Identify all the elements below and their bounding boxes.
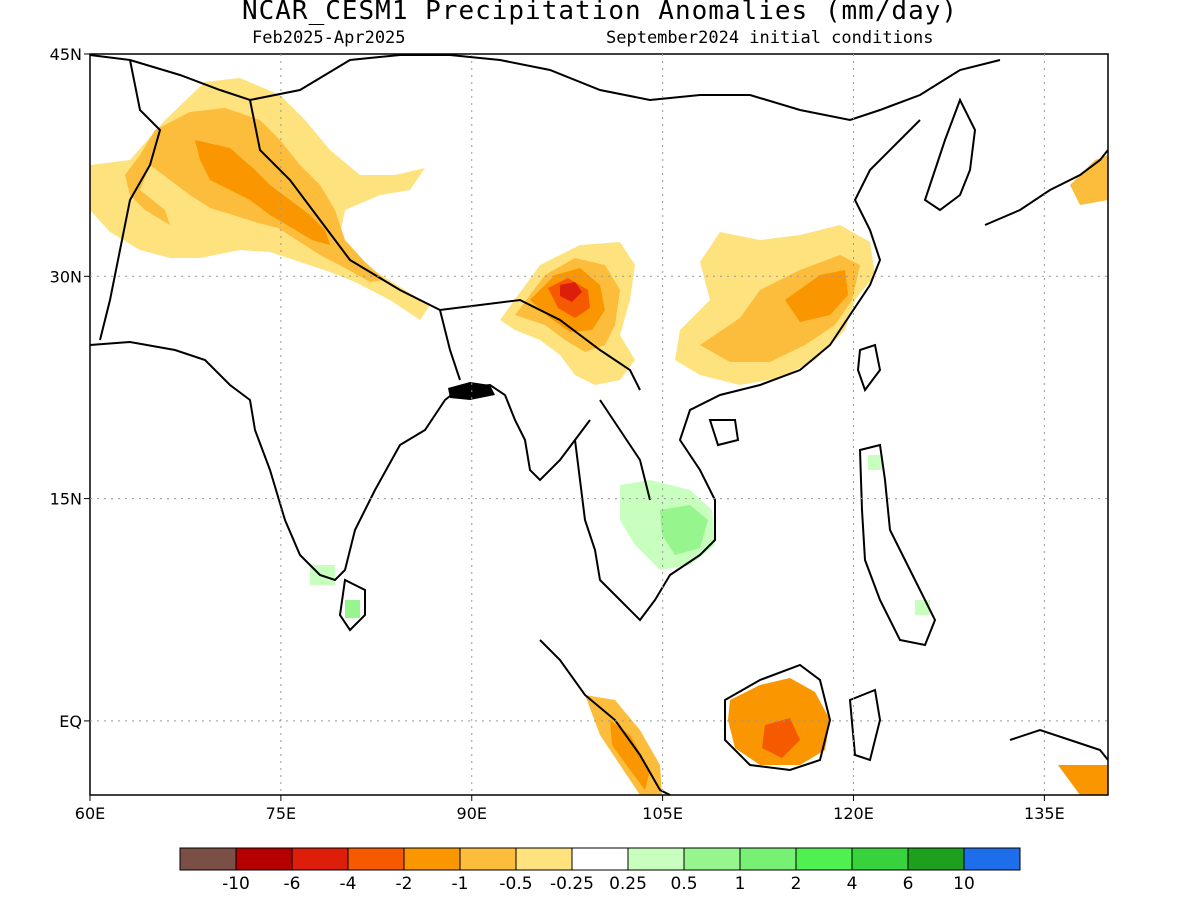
colorbar-swatch	[851, 847, 909, 871]
colorbar-label: -10	[222, 874, 250, 894]
lat-tick-label: 30N	[50, 267, 82, 286]
colorbar-swatch	[235, 847, 293, 871]
dry-area-china-dark	[785, 270, 848, 322]
map-frame	[89, 53, 1109, 796]
lon-tick-label: 135E	[1024, 804, 1065, 823]
colorbar-swatch	[907, 847, 965, 871]
lon-tick-label: 105E	[642, 804, 683, 823]
colorbar-swatch	[403, 847, 461, 871]
coastlines	[89, 54, 1109, 796]
dry-area-japan	[1070, 155, 1108, 205]
lon-tick-label: 60E	[75, 804, 105, 823]
colorbar-label: 10	[953, 874, 975, 894]
colorbar-label: -2	[396, 874, 413, 894]
lon-tick-label: 120E	[833, 804, 874, 823]
colorbar-label: 1	[735, 874, 746, 894]
axis-ticks: 60E 75E 90E 105E 120E 135E 45N 30N 15N EQ	[50, 45, 1065, 823]
colorbar-swatch	[515, 847, 573, 871]
lon-tick-label: 75E	[266, 804, 296, 823]
colorbar-swatch	[739, 847, 797, 871]
colorbar-swatch	[963, 847, 1021, 871]
colorbar-label: -6	[284, 874, 301, 894]
wet-area-sri-lanka	[345, 600, 360, 618]
colorbar-label: 0.25	[609, 874, 647, 894]
wet-area-cambodia	[660, 505, 708, 555]
initial-conditions: September2024 initial conditions	[606, 28, 934, 48]
lon-tick-label: 90E	[457, 804, 487, 823]
colorbar: -10 -6 -4 -2 -1 -0.5 -0.25 0.25 0.5 1 2 4 6 10	[179, 847, 1021, 894]
colorbar-swatch	[291, 847, 349, 871]
colorbar-label: -0.5	[499, 874, 532, 894]
dry-area-sumatra-core	[610, 720, 650, 790]
anomaly-shading	[90, 78, 1108, 795]
colorbar-swatch	[627, 847, 685, 871]
lat-tick-label: EQ	[59, 712, 82, 731]
forecast-period: Feb2025-Apr2025	[252, 28, 406, 48]
colorbar-label: 6	[903, 874, 914, 894]
lat-lon-grid	[90, 54, 1108, 795]
colorbar-label: -1	[452, 874, 469, 894]
chart-title: NCAR_CESM1 Precipitation Anomalies (mm/d…	[241, 0, 959, 26]
colorbar-swatch	[459, 847, 517, 871]
wet-area-luzon	[868, 455, 882, 470]
lat-tick-label: 15N	[50, 490, 82, 509]
colorbar-label: 2	[791, 874, 802, 894]
dry-area-new-guinea	[1058, 765, 1108, 795]
colorbar-swatch	[795, 847, 853, 871]
colorbar-label: -4	[340, 874, 357, 894]
colorbar-label: -0.25	[550, 874, 594, 894]
dry-area-tibet-peak	[560, 282, 582, 302]
dry-area-borneo-core	[762, 718, 800, 758]
colorbar-swatch	[179, 847, 237, 871]
colorbar-swatch	[571, 847, 629, 871]
dry-area-himalaya-dark	[195, 140, 330, 245]
colorbar-swatch	[683, 847, 741, 871]
lat-tick-label: 45N	[50, 45, 82, 64]
colorbar-label: 0.5	[670, 874, 697, 894]
colorbar-label: 4	[847, 874, 858, 894]
colorbar-swatch	[347, 847, 405, 871]
